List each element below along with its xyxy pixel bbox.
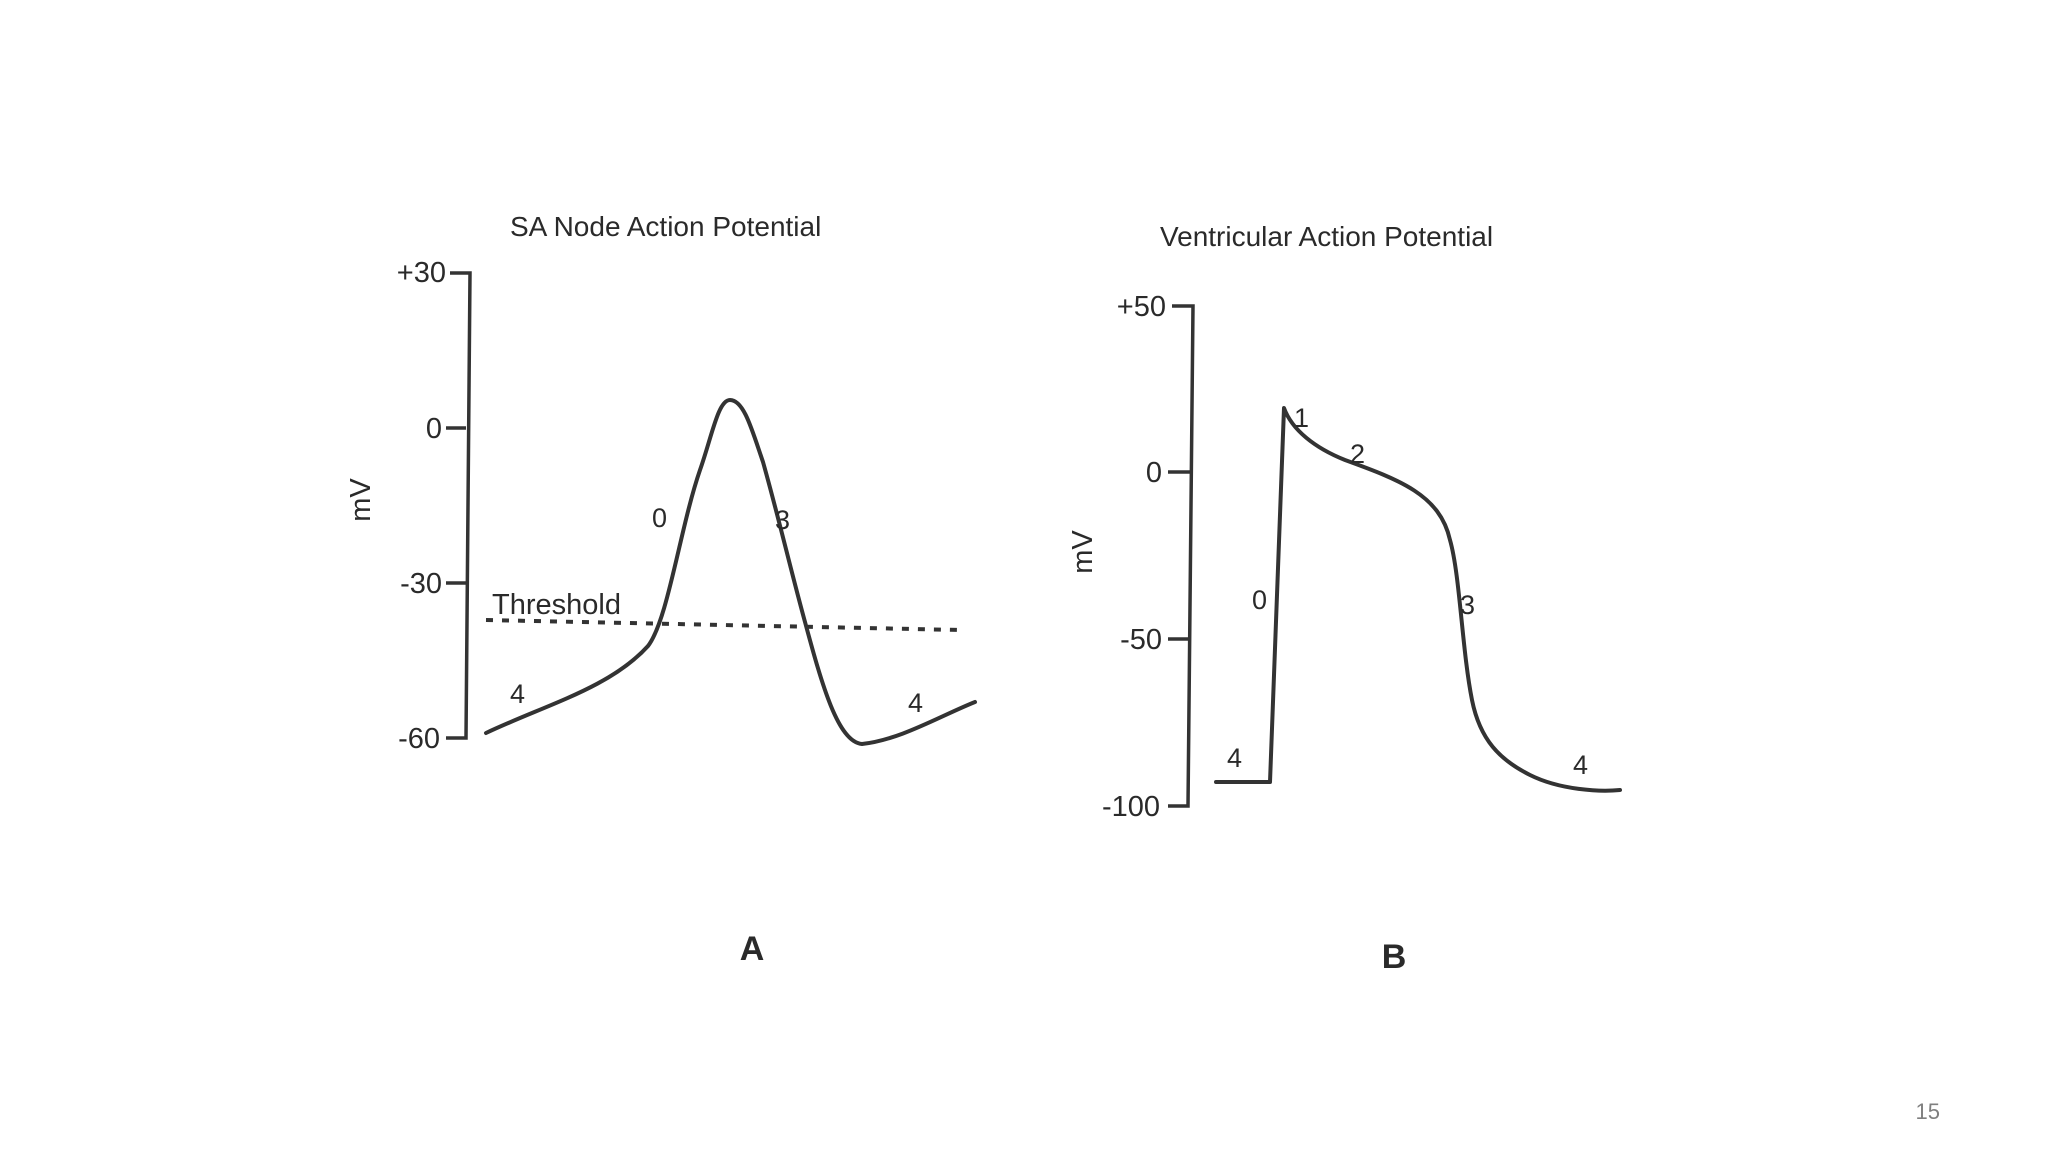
panel-b-y-axis [1168,304,1195,808]
panel-a-phase-4-left: 4 [510,679,525,709]
panel-b-phase-4-right: 4 [1573,750,1588,780]
panel-b-phase-3: 3 [1460,590,1475,620]
panel-b-letter: B [1382,938,1407,976]
panel-b-action-potential-curve [1214,406,1622,793]
panel-a-tick-label-plus30: +30 [397,257,446,289]
panel-a-y-axis-label: mV [345,478,377,522]
panel-a-action-potential-curve [484,398,977,746]
panel-a-tick-label-minus30: -30 [400,568,442,600]
panel-a-threshold-label: Threshold [492,589,621,621]
panel-b-tick-label-minus50: -50 [1120,624,1162,656]
panel-b-ventricular: Ventricular Action Potential +50 0 -50 -… [1067,221,1622,976]
slide-number: 15 [1915,1099,1940,1124]
panel-b-phase-1: 1 [1294,403,1309,433]
panel-b-phase-4-left: 4 [1227,743,1242,773]
panel-b-phase-2: 2 [1350,439,1365,469]
panel-a-title: SA Node Action Potential [510,211,821,242]
panel-a-sa-node: SA Node Action Potential +30 0 -30 -60 m… [345,211,977,968]
panel-a-letter: A [740,930,765,968]
panel-b-tick-label-0: 0 [1146,457,1162,489]
panel-b-tick-label-plus50: +50 [1117,291,1166,323]
panel-b-tick-label-minus100: -100 [1102,791,1160,823]
panel-a-phase-0: 0 [652,503,667,533]
panel-a-threshold-line [485,618,961,632]
panel-a-tick-label-0: 0 [426,413,442,445]
panel-b-title: Ventricular Action Potential [1160,221,1493,252]
panel-b-y-axis-label: mV [1067,530,1099,574]
panel-a-phase-4-right: 4 [908,688,923,718]
panel-a-y-axis [446,271,472,740]
panel-a-tick-label-minus60: -60 [398,723,440,755]
panel-b-phase-0: 0 [1252,585,1267,615]
panel-a-phase-3: 3 [775,505,790,535]
